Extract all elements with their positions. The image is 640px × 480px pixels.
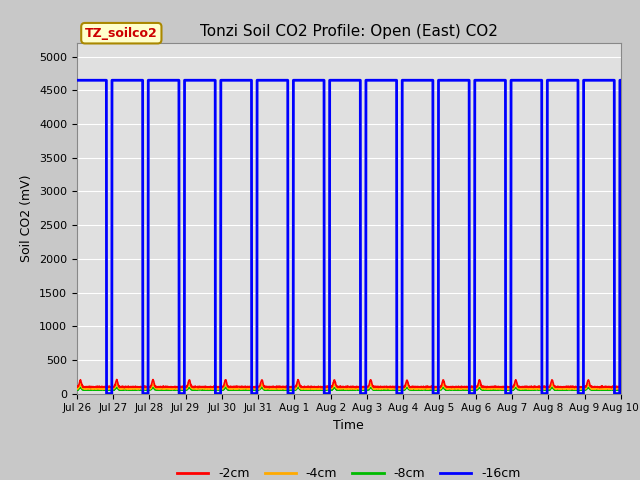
Text: TZ_soilco2: TZ_soilco2 <box>85 27 157 40</box>
Title: Tonzi Soil CO2 Profile: Open (East) CO2: Tonzi Soil CO2 Profile: Open (East) CO2 <box>200 24 498 39</box>
Y-axis label: Soil CO2 (mV): Soil CO2 (mV) <box>20 175 33 262</box>
Legend: -2cm, -4cm, -8cm, -16cm: -2cm, -4cm, -8cm, -16cm <box>172 462 526 480</box>
X-axis label: Time: Time <box>333 419 364 432</box>
